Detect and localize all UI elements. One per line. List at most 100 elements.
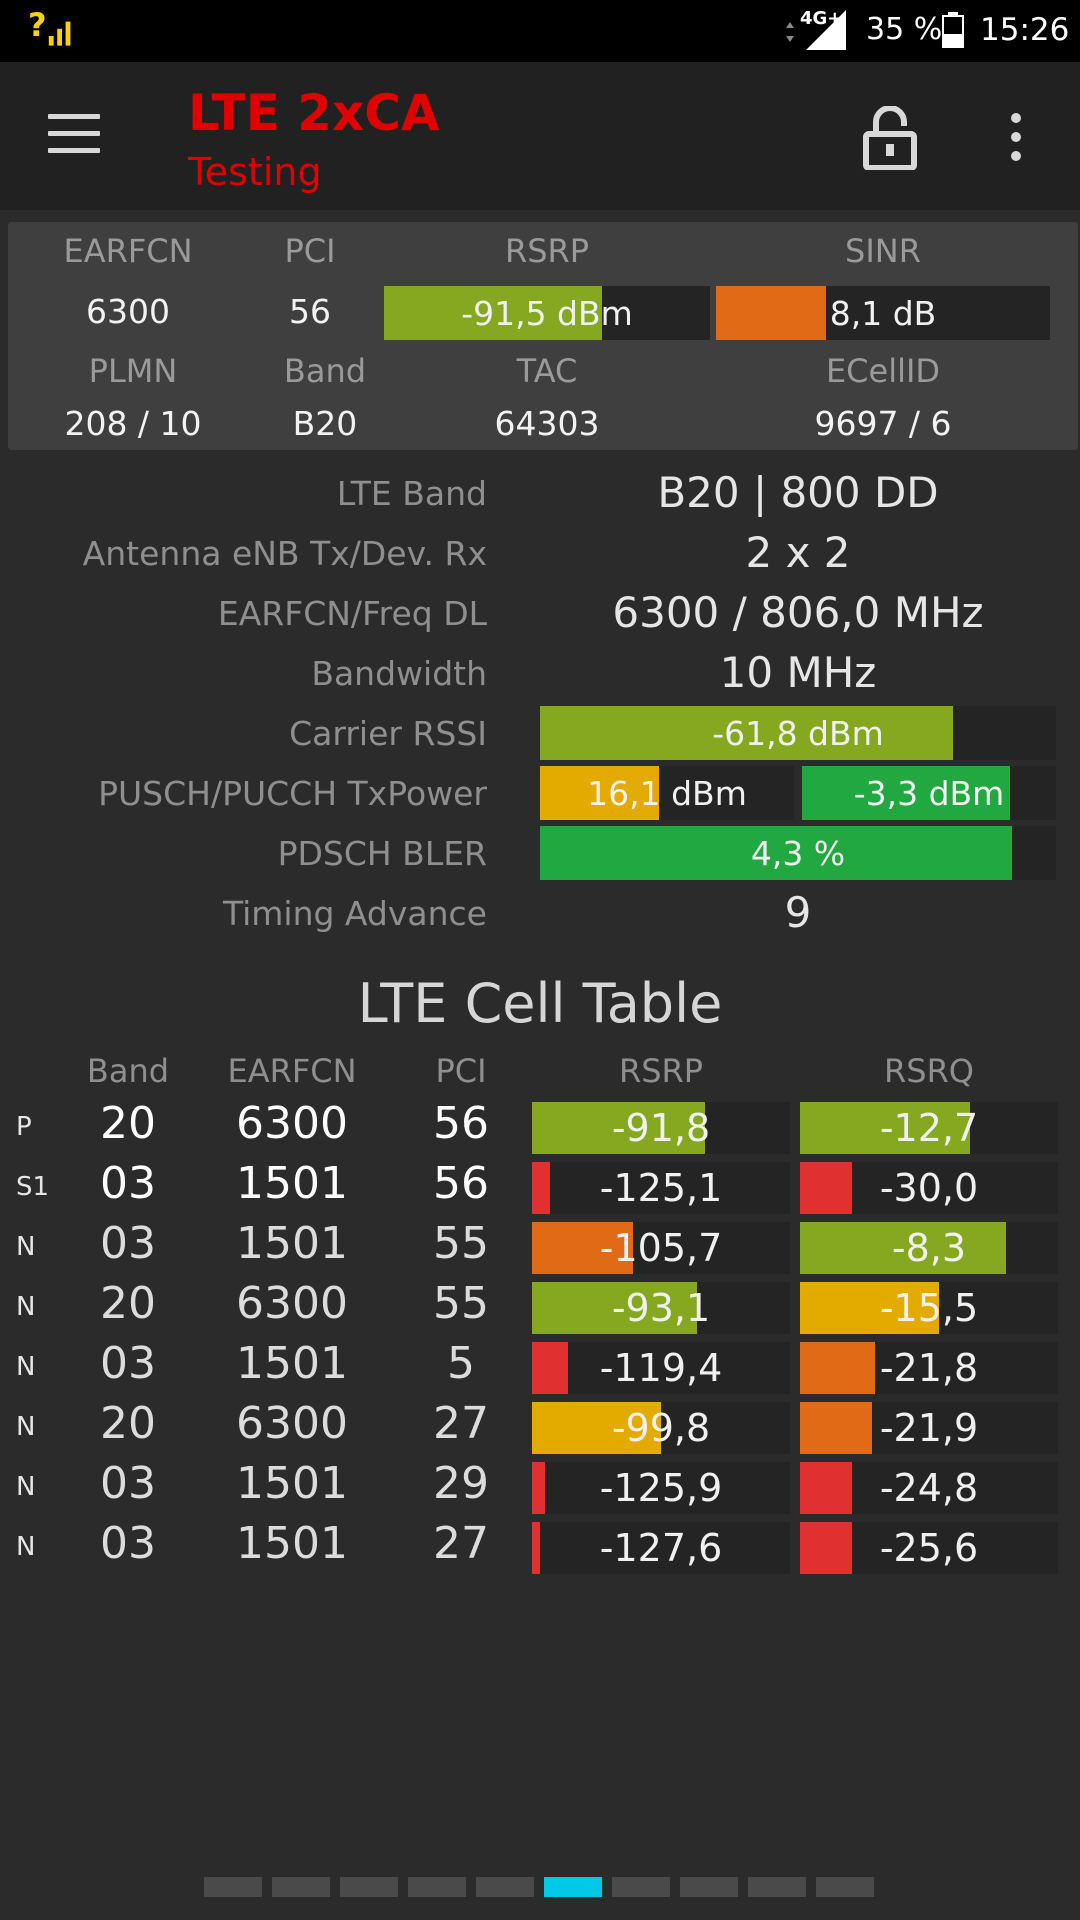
pci-label: PCI [284,232,336,270]
bandwidth-value: 10 MHz [719,648,877,697]
row-pci: 5 [447,1338,475,1389]
row-rsrp-bar-fill [532,1342,569,1394]
row-rsrq-bar-fill [800,1402,873,1454]
unlock-icon[interactable] [862,106,918,170]
row-rsrq-bar: -21,9 [800,1402,1058,1454]
page-dot[interactable] [272,1877,330,1897]
txpower-label: PUSCH/PUCCH TxPower [98,774,487,813]
row-band: 20 [100,1278,156,1329]
row-earfcn: 1501 [236,1338,348,1389]
row-rsrq-bar: -8,3 [800,1222,1058,1274]
bler-bar: 4,3 % [540,826,1056,880]
row-pci: 55 [433,1218,489,1269]
row-type-label: N [16,1532,36,1562]
page-dot[interactable] [340,1877,398,1897]
row-type-label: N [16,1292,36,1322]
page-dot[interactable] [816,1877,874,1897]
row-rsrq-value: -21,9 [879,1406,979,1450]
page-dot[interactable] [408,1877,466,1897]
earfcn-value: 6300 [86,292,170,331]
tac-value: 64303 [494,404,600,443]
row-band: 03 [100,1218,156,1269]
rsrp-bar-fill [384,286,603,340]
battery-percent: 35 % [866,12,943,47]
row-rsrq-bar: -21,8 [800,1342,1058,1394]
earfcn-freq-label: EARFCN/Freq DL [217,594,487,633]
row-rsrq-bar: -24,8 [800,1462,1058,1514]
menu-icon[interactable] [48,114,100,154]
row-earfcn: 1501 [236,1158,348,1209]
carrier-rssi-bar-fill [540,706,953,760]
bler-bar-fill [540,826,1013,880]
page-dot[interactable] [612,1877,670,1897]
clock: 15:26 [980,12,1070,48]
row-rsrq-bar-fill [800,1222,1007,1274]
row-rsrq-value: -8,3 [891,1226,967,1270]
pci-value: 56 [289,292,331,331]
row-rsrq-bar: -30,0 [800,1162,1058,1214]
col-earfcn-header: EARFCN [227,1052,357,1090]
lte-band-label: LTE Band [336,474,487,513]
pusch-txpower-bar-text: 16,1 dBm [587,773,747,813]
col-band-header: Band [86,1052,170,1090]
pucch-txpower-bar: -3,3 dBm [802,766,1056,820]
row-rsrp-bar-fill [532,1522,540,1574]
timing-advance-label: Timing Advance [222,894,487,933]
row-rsrp-value: -99,8 [611,1406,711,1450]
sinr-bar-text: 8,1 dB [829,293,937,333]
earfcn-label: EARFCN [63,232,193,270]
row-type-label: N [16,1232,36,1262]
row-rsrp-bar-fill [532,1102,705,1154]
row-rsrq-value: -30,0 [879,1166,979,1210]
row-rsrp-bar: -125,1 [532,1162,790,1214]
row-rsrq-value: -25,6 [879,1526,979,1570]
row-rsrp-bar: -119,4 [532,1342,790,1394]
row-rsrp-value: -125,9 [599,1466,723,1510]
row-pci: 29 [433,1458,489,1509]
earfcn-freq-value: 6300 / 806,0 MHz [612,588,984,637]
row-rsrq-bar-fill [800,1462,852,1514]
page-dot-active[interactable] [544,1877,602,1897]
row-band: 03 [100,1158,156,1209]
row-rsrp-bar-fill [532,1462,545,1514]
row-pci: 27 [433,1518,489,1569]
row-pci: 55 [433,1278,489,1329]
page-dot[interactable] [748,1877,806,1897]
row-band: 03 [100,1458,156,1509]
bandwidth-label: Bandwidth [311,654,487,693]
row-rsrq-bar-fill [800,1522,852,1574]
row-rsrq-bar-fill [800,1282,940,1334]
pusch-txpower-bar-fill [540,766,660,820]
more-options-icon[interactable] [1000,112,1032,162]
row-rsrp-bar: -127,6 [532,1522,790,1574]
cell-table-title: LTE Cell Table [357,972,723,1035]
bler-bar-text: 4,3 % [750,833,846,873]
row-rsrp-bar: -99,8 [532,1402,790,1454]
row-rsrp-bar-fill [532,1282,698,1334]
rsrp-label: RSRP [504,232,590,270]
app-subtitle: Testing [188,150,322,194]
row-earfcn: 1501 [236,1518,348,1569]
carrier-rssi-label: Carrier RSSI [289,714,487,753]
battery-icon [942,12,964,48]
serving-cell-summary: EARFCN PCI RSRP SINR 6300 56 -91,5 dBm 8… [8,222,1078,450]
network-type-label: 4G+ [800,8,843,29]
tac-label: TAC [516,352,578,390]
page-dot[interactable] [476,1877,534,1897]
page-dot[interactable] [204,1877,262,1897]
row-earfcn: 6300 [236,1398,348,1449]
col-rsrq-header: RSRQ [884,1052,974,1090]
page-dot[interactable] [680,1877,738,1897]
row-rsrp-value: -119,4 [599,1346,723,1390]
row-rsrp-bar-fill [532,1402,661,1454]
row-rsrq-bar: -25,6 [800,1522,1058,1574]
row-rsrq-value: -21,8 [879,1346,979,1390]
app-title: LTE 2xCA [188,84,440,142]
plmn-label: PLMN [88,352,178,390]
sinr-bar: 8,1 dB [716,286,1050,340]
sinr-label: SINR [845,232,921,270]
timing-advance-value: 9 [784,888,812,937]
row-rsrq-bar-fill [800,1162,852,1214]
row-rsrp-value: -91,8 [611,1106,711,1150]
ecellid-label: ECellID [825,352,941,390]
